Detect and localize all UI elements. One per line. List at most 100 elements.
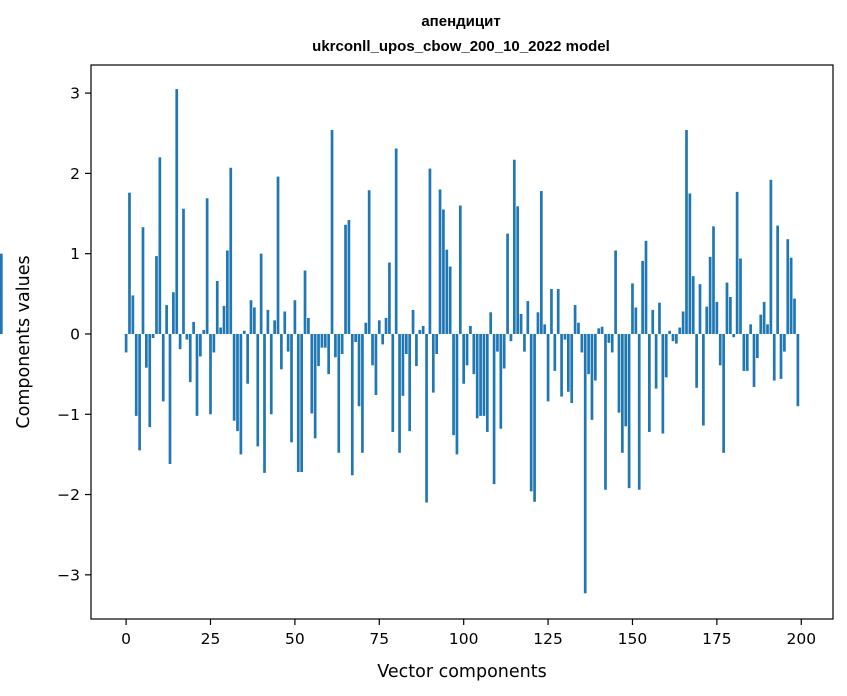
- bar-105: [479, 333, 482, 416]
- bar-29: [222, 305, 226, 334]
- bar-23: [202, 329, 206, 334]
- bar-121: [533, 333, 536, 502]
- bar-164: [678, 327, 682, 334]
- bar-129: [560, 333, 563, 397]
- bar-166: [685, 130, 688, 334]
- bar-32: [232, 333, 236, 421]
- x-tick-label: 25: [201, 630, 221, 648]
- bar-79: [391, 333, 395, 432]
- bar-80: [394, 148, 398, 334]
- bar-159: [661, 333, 665, 434]
- bar-97: [452, 333, 455, 436]
- bar-176: [718, 333, 722, 366]
- bar-148: [624, 333, 628, 427]
- bar-109: [492, 333, 496, 485]
- bar-156: [651, 309, 655, 334]
- bar-153: [641, 260, 644, 334]
- bar-140: [597, 328, 601, 334]
- bar-106: [482, 333, 486, 416]
- bar-146: [617, 333, 621, 413]
- bar-75: [377, 320, 381, 334]
- bar-41: [263, 333, 266, 473]
- bar-88: [421, 325, 425, 334]
- bar-128: [556, 289, 560, 334]
- bar-171: [702, 333, 705, 426]
- bar-56: [313, 333, 317, 439]
- bar-116: [516, 206, 520, 334]
- bar-54: [307, 317, 310, 334]
- bar-37: [249, 300, 253, 334]
- y-tick-label: −1: [57, 406, 80, 424]
- bar-103: [472, 333, 476, 375]
- bar-143: [607, 333, 611, 343]
- bar-18: [185, 333, 189, 340]
- bar-157: [654, 333, 658, 389]
- bar-110: [496, 333, 499, 352]
- bar-90: [428, 168, 432, 334]
- bar-4: [138, 333, 141, 451]
- bar-112: [502, 333, 506, 369]
- bar-9: [155, 256, 158, 334]
- bar-170: [698, 284, 702, 334]
- bar-161: [668, 330, 671, 334]
- bar-123: [539, 191, 543, 334]
- bar-68: [354, 333, 358, 342]
- bar-118: [523, 333, 526, 352]
- x-tick-label: 50: [285, 630, 305, 648]
- bar-162: [671, 333, 675, 342]
- bar-183: [742, 333, 746, 371]
- bar-101: [465, 333, 469, 366]
- bar-63: [337, 333, 341, 453]
- bar-126: [550, 289, 553, 334]
- x-tick-label: 150: [618, 630, 648, 648]
- bar-94: [442, 209, 445, 334]
- bar-174: [712, 226, 715, 334]
- x-tick-label: 75: [369, 630, 389, 648]
- bar-108: [489, 312, 493, 334]
- bar-91: [431, 333, 435, 393]
- bar-12: [165, 305, 168, 334]
- bar-151: [634, 307, 638, 334]
- bar-51: [296, 333, 300, 473]
- bar-130: [563, 333, 567, 340]
- bar-28: [219, 327, 222, 334]
- bar-34: [239, 333, 243, 455]
- bar-64: [340, 333, 344, 355]
- bar-13: [168, 333, 172, 465]
- bar-82: [401, 333, 405, 396]
- bar-71: [364, 322, 368, 334]
- x-tick-label: 0: [121, 630, 131, 648]
- bar-38: [253, 307, 256, 334]
- y-tick-label: 0: [70, 325, 80, 343]
- bar-59: [323, 333, 327, 348]
- y-tick-label: 3: [70, 85, 80, 103]
- bar-187: [756, 333, 759, 359]
- bar-47: [283, 311, 287, 334]
- bar-58: [320, 333, 324, 348]
- bar-36: [246, 333, 249, 384]
- bar-15: [175, 89, 179, 334]
- bar-76: [381, 333, 385, 345]
- bar-134: [577, 322, 580, 334]
- bar-86: [415, 333, 418, 367]
- bar-194: [779, 333, 783, 379]
- bar-185: [749, 324, 752, 334]
- bar-77: [384, 317, 388, 334]
- y-tick-label: 2: [70, 165, 80, 183]
- bar-10: [158, 157, 162, 334]
- bar-178: [725, 282, 729, 334]
- plot-frame: [90, 64, 834, 620]
- bar-40: [259, 253, 263, 334]
- bar-139: [593, 333, 597, 381]
- bar-50: [293, 300, 297, 334]
- bar-149: [627, 333, 631, 489]
- bar-3: [134, 333, 138, 416]
- bar-160: [664, 333, 668, 378]
- bar-137: [587, 333, 590, 375]
- bar-83: [404, 333, 408, 355]
- bar-19: [188, 333, 192, 383]
- bar-138: [590, 333, 594, 420]
- bar-125: [546, 333, 550, 402]
- bar-26: [212, 333, 216, 353]
- bar-104: [475, 333, 479, 419]
